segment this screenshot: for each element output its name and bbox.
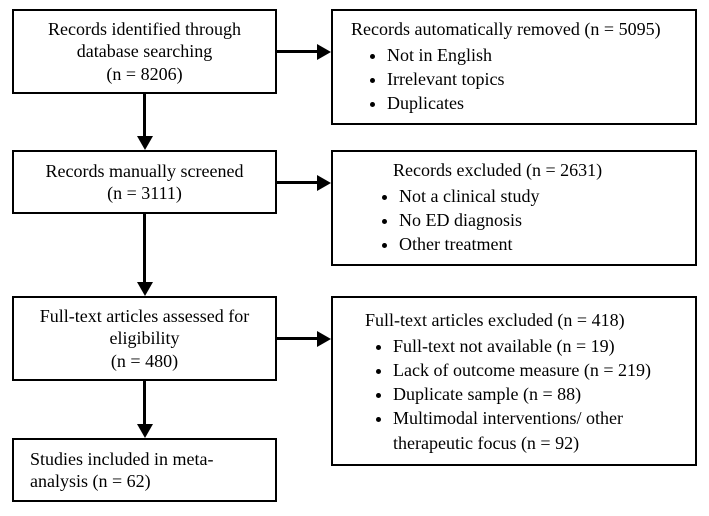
arrow-head-right-icon bbox=[317, 175, 331, 191]
box-records-screened: Records manually screened (n = 3111) bbox=[12, 150, 277, 214]
text-line: eligibility bbox=[110, 327, 180, 350]
box-studies-included: Studies included in meta- analysis (n = … bbox=[12, 438, 277, 502]
bullet-item: Multimodal interventions/ other therapeu… bbox=[393, 406, 681, 455]
bullet-list: Not a clinical study No ED diagnosis Oth… bbox=[399, 184, 681, 257]
text-line: (n = 480) bbox=[111, 350, 178, 373]
box-records-identified: Records identified through database sear… bbox=[12, 9, 277, 94]
arrow-head-down-icon bbox=[137, 282, 153, 296]
text-line: Records excluded (n = 2631) bbox=[393, 159, 681, 182]
arrow-line bbox=[277, 181, 318, 184]
bullet-list: Not in English Irrelevant topics Duplica… bbox=[387, 43, 681, 116]
arrow-head-right-icon bbox=[317, 331, 331, 347]
arrow-line bbox=[277, 50, 318, 53]
text-line: therapeutic focus (n = 92) bbox=[393, 433, 579, 453]
box-fulltext-excluded: Full-text articles excluded (n = 418) Fu… bbox=[331, 296, 697, 466]
box-fulltext-assessed: Full-text articles assessed for eligibil… bbox=[12, 296, 277, 381]
text-line: (n = 3111) bbox=[107, 182, 182, 205]
text-line: Studies included in meta- bbox=[30, 448, 213, 471]
bullet-item: No ED diagnosis bbox=[399, 208, 681, 232]
bullet-item: Full-text not available (n = 19) bbox=[393, 334, 681, 358]
box-records-removed: Records automatically removed (n = 5095)… bbox=[331, 9, 697, 125]
arrow-line bbox=[143, 214, 146, 283]
bullet-item: Lack of outcome measure (n = 219) bbox=[393, 358, 681, 382]
bullet-list: Full-text not available (n = 19) Lack of… bbox=[393, 334, 681, 455]
bullet-item: Duplicate sample (n = 88) bbox=[393, 382, 681, 406]
text-line: (n = 8206) bbox=[106, 63, 182, 86]
text-line: analysis (n = 62) bbox=[30, 470, 151, 493]
box-records-excluded: Records excluded (n = 2631) Not a clinic… bbox=[331, 150, 697, 266]
bullet-item: Duplicates bbox=[387, 91, 681, 115]
text-line: database searching bbox=[77, 40, 212, 63]
arrow-head-right-icon bbox=[317, 44, 331, 60]
arrow-head-down-icon bbox=[137, 136, 153, 150]
text-line: Multimodal interventions/ other bbox=[393, 408, 623, 428]
text-line: Full-text articles assessed for bbox=[40, 305, 249, 328]
arrow-head-down-icon bbox=[137, 424, 153, 438]
text-line: Records identified through bbox=[48, 18, 241, 41]
text-line: Records automatically removed (n = 5095) bbox=[351, 18, 681, 41]
text-line: Full-text articles excluded (n = 418) bbox=[365, 309, 681, 332]
bullet-item: Not a clinical study bbox=[399, 184, 681, 208]
arrow-line bbox=[277, 337, 318, 340]
arrow-line bbox=[143, 94, 146, 137]
bullet-item: Other treatment bbox=[399, 232, 681, 256]
bullet-item: Irrelevant topics bbox=[387, 67, 681, 91]
arrow-line bbox=[143, 381, 146, 425]
bullet-item: Not in English bbox=[387, 43, 681, 67]
text-line: Records manually screened bbox=[46, 160, 244, 183]
